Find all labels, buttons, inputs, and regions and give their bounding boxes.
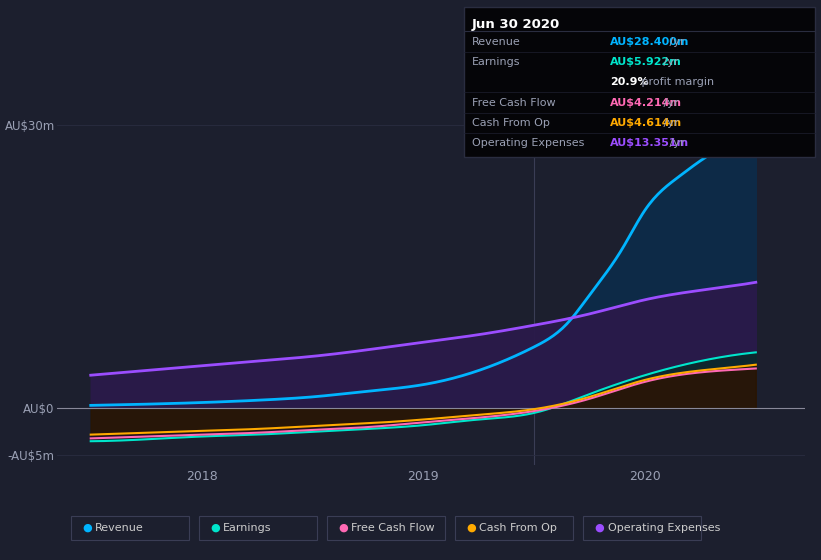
Text: ●: ● — [594, 523, 604, 533]
Text: Earnings: Earnings — [223, 523, 272, 533]
Text: AU$5.922m: AU$5.922m — [610, 57, 681, 67]
Text: Free Cash Flow: Free Cash Flow — [472, 97, 556, 108]
Text: ●: ● — [210, 523, 220, 533]
Text: Revenue: Revenue — [472, 36, 521, 46]
Text: ●: ● — [82, 523, 92, 533]
Text: AU$4.214m: AU$4.214m — [610, 97, 682, 108]
Text: profit margin: profit margin — [638, 77, 714, 87]
Text: 20.9%: 20.9% — [610, 77, 649, 87]
Text: ●: ● — [466, 523, 476, 533]
Text: /yr: /yr — [660, 97, 679, 108]
Text: AU$13.351m: AU$13.351m — [610, 138, 689, 148]
Text: Free Cash Flow: Free Cash Flow — [351, 523, 435, 533]
Text: Earnings: Earnings — [472, 57, 521, 67]
Text: Operating Expenses: Operating Expenses — [608, 523, 720, 533]
Text: Operating Expenses: Operating Expenses — [472, 138, 585, 148]
Text: ●: ● — [338, 523, 348, 533]
Text: AU$4.614m: AU$4.614m — [610, 118, 682, 128]
Text: Cash From Op: Cash From Op — [472, 118, 550, 128]
Text: /yr: /yr — [666, 36, 685, 46]
Text: Jun 30 2020: Jun 30 2020 — [472, 18, 560, 31]
Text: Cash From Op: Cash From Op — [479, 523, 557, 533]
Text: AU$28.400m: AU$28.400m — [610, 36, 690, 46]
Text: Revenue: Revenue — [95, 523, 144, 533]
Text: /yr: /yr — [666, 138, 685, 148]
Text: /yr: /yr — [660, 57, 679, 67]
Text: /yr: /yr — [660, 118, 679, 128]
